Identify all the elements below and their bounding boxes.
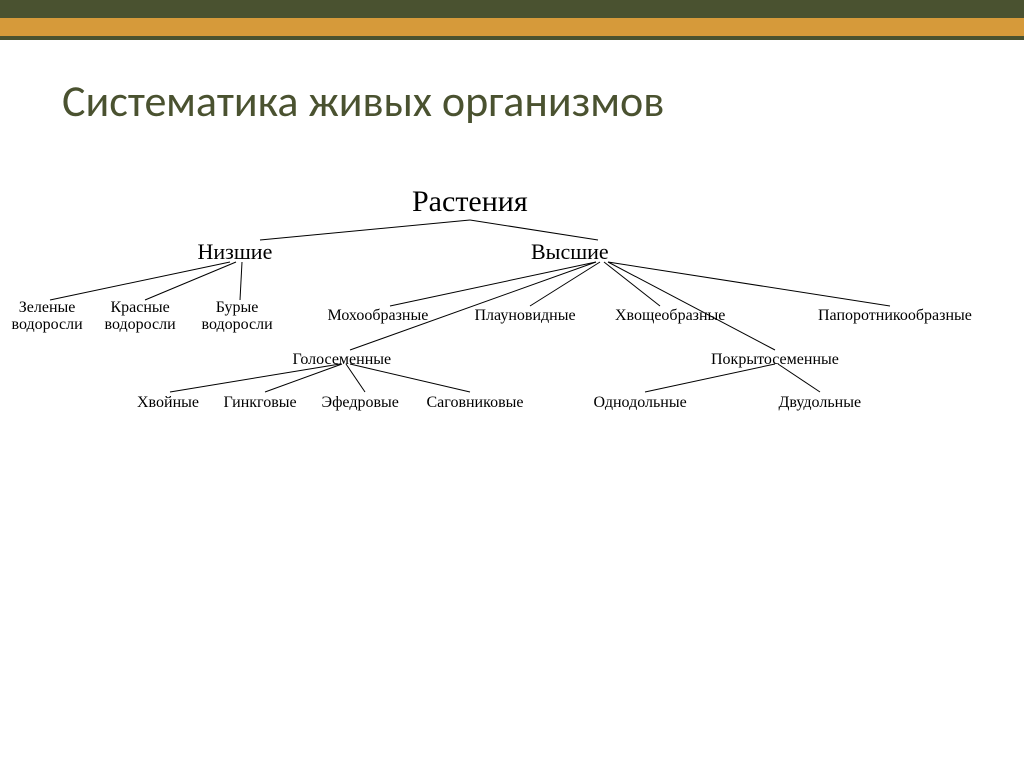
tree-edge-1 [470, 220, 598, 240]
tree-node-higher: Высшие [531, 240, 609, 263]
tree-node-cycad: Саговниковые [427, 395, 524, 412]
tree-node-angio: Покрытосеменные [711, 352, 839, 369]
tree-edge-9 [350, 262, 596, 350]
tree-node-root: Растения [412, 186, 528, 218]
tree-node-ginkgo: Гинкговые [224, 395, 297, 412]
header-band-2 [0, 36, 1024, 40]
tree-edge-4 [240, 262, 242, 300]
tree-edge-3 [145, 262, 236, 300]
tree-node-gymno: Голосеменные [293, 352, 392, 369]
slide-title: Систематика живых организмов [62, 74, 664, 128]
tree-node-red: Красныеводоросли [105, 300, 176, 334]
tree-edge-7 [604, 262, 660, 306]
tree-edge-5 [390, 262, 596, 306]
tree-node-conifer: Хвойные [137, 395, 199, 412]
tree-edge-8 [608, 262, 890, 306]
tree-edge-2 [50, 262, 230, 300]
tree-node-moss: Мохообразные [328, 308, 429, 325]
tree-node-mono: Однодольные [594, 395, 687, 412]
tree-node-equi: Хвощеобразные [615, 308, 725, 325]
tree-node-di: Двудольные [779, 395, 862, 412]
tree-edge-6 [530, 262, 600, 306]
tree-node-fern: Папоротникообразные [818, 308, 972, 325]
tree-edge-10 [608, 262, 775, 350]
tree-node-lower: Низшие [198, 240, 273, 263]
tree-node-brown: Бурыеводоросли [202, 300, 273, 334]
slide-canvas: Систематика живых организмов Растения Низ… [0, 0, 1024, 767]
tree-edge-0 [260, 220, 470, 240]
tree-node-ephedra: Эфедровые [322, 395, 399, 412]
header-band-0 [0, 0, 1024, 18]
header-band-1 [0, 18, 1024, 36]
tree-node-green: Зеленыеводоросли [12, 300, 83, 334]
tree-node-lyco: Плауновидные [475, 308, 576, 325]
